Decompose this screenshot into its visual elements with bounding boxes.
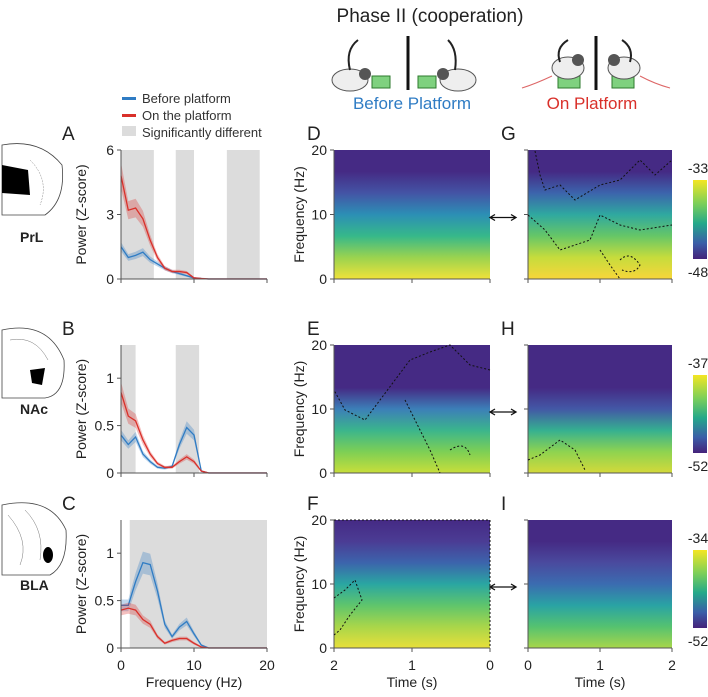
y-tick-label: 20 xyxy=(311,512,327,528)
x-tick-label: 0 xyxy=(524,657,532,673)
legend: Before platform On the platform Signific… xyxy=(122,91,262,140)
line-on xyxy=(120,392,267,474)
legend-label-before: Before platform xyxy=(142,91,231,106)
title-on-platform: On Platform xyxy=(547,94,638,113)
y-axis-label: Power (Z-score) xyxy=(73,164,89,264)
x-tick-label: 0 xyxy=(486,657,494,673)
double-arrow-icon xyxy=(488,408,518,416)
significance-contours xyxy=(333,150,673,648)
colorbar xyxy=(693,375,707,453)
brain-icon-bla xyxy=(1,502,67,576)
brain-icon-nac xyxy=(1,327,65,399)
y-tick-label: 10 xyxy=(311,401,327,417)
x-axis-label: Time (s) xyxy=(575,674,626,690)
y-tick-label: 20 xyxy=(311,142,327,158)
figure-title: Phase II (cooperation) xyxy=(337,6,524,27)
y-tick-label: 1 xyxy=(106,545,114,561)
colorbar-min-label: -48 xyxy=(688,264,708,280)
y-tick-label: 0 xyxy=(106,271,114,287)
panel-letter-G: G xyxy=(501,124,516,145)
panel-letter-H: H xyxy=(501,319,515,340)
y-tick-label: 20 xyxy=(311,337,327,353)
x-axis-label: Time (s) xyxy=(387,674,438,690)
panel-letter-A: A xyxy=(62,124,75,145)
title-before-platform: Before Platform xyxy=(353,94,471,113)
panel-letter-C: C xyxy=(62,494,76,515)
x-tick-label: 2 xyxy=(668,657,676,673)
y-axis-label: Power (Z-score) xyxy=(73,359,89,459)
panel-letter-D: D xyxy=(307,124,321,145)
y-tick-label: 3 xyxy=(106,207,114,223)
colorbar xyxy=(693,180,707,259)
significance-band xyxy=(175,345,200,473)
region-label-nac: NAc xyxy=(20,401,48,417)
x-tick-label: 10 xyxy=(186,657,202,673)
y-tick-label: 0 xyxy=(106,640,114,656)
x-tick-label: 20 xyxy=(259,657,275,673)
double-arrow-icon xyxy=(488,213,518,222)
significance-band xyxy=(129,520,267,648)
region-label-prl: PrL xyxy=(20,229,44,245)
y-axis-label: Frequency (Hz) xyxy=(291,361,307,457)
brain-icon-prl xyxy=(1,143,64,216)
y-tick-label: 0 xyxy=(106,465,114,481)
colorbar-max-label: -33 xyxy=(688,160,708,176)
y-axis-label: Frequency (Hz) xyxy=(291,166,307,262)
legend-swatch-on xyxy=(122,114,136,117)
y-tick-label: 0.5 xyxy=(95,593,115,609)
x-tick-label: 2 xyxy=(330,657,338,673)
y-tick-label: 0.5 xyxy=(95,418,115,434)
y-tick-label: 1 xyxy=(106,370,114,386)
y-tick-label: 0 xyxy=(319,640,327,656)
colorbar-max-label: -34 xyxy=(688,530,708,546)
x-axis-label: Frequency (Hz) xyxy=(146,674,242,690)
panel-letter-E: E xyxy=(307,319,320,340)
double-arrow-icon xyxy=(488,583,518,591)
legend-label-on: On the platform xyxy=(142,108,232,123)
y-tick-label: 0 xyxy=(319,271,327,287)
y-axis-label: Power (Z-score) xyxy=(73,534,89,634)
heatmap-I xyxy=(528,520,672,648)
x-tick-label: 1 xyxy=(596,657,604,673)
y-tick-label: 0 xyxy=(319,465,327,481)
region-label-bla: BLA xyxy=(20,577,49,593)
y-tick-label: 6 xyxy=(106,142,114,158)
rats-on-illustration xyxy=(521,36,671,90)
legend-swatch-before xyxy=(122,97,136,100)
legend-label-sig: Significantly different xyxy=(142,125,262,140)
sem-band-before xyxy=(121,421,267,473)
heatmap-H xyxy=(528,345,672,473)
rats-before-illustration xyxy=(331,36,477,92)
panel-letter-F: F xyxy=(307,494,319,515)
panel-letter-B: B xyxy=(62,319,75,340)
heatmap-F xyxy=(334,520,490,648)
legend-swatch-sig xyxy=(122,126,136,136)
colorbar-min-label: -52 xyxy=(688,633,708,649)
y-tick-label: 10 xyxy=(311,207,327,223)
colorbar xyxy=(693,550,707,628)
significance-band xyxy=(226,150,260,279)
significance-band xyxy=(175,150,194,279)
colorbar-min-label: -52 xyxy=(688,458,708,474)
heatmap-G xyxy=(528,150,672,279)
x-tick-label: 1 xyxy=(408,657,416,673)
y-tick-label: 10 xyxy=(311,576,327,592)
sem-band-before xyxy=(121,242,267,279)
y-axis-label: Frequency (Hz) xyxy=(291,536,307,632)
x-tick-label: 0 xyxy=(117,657,125,673)
heatmap-E xyxy=(334,345,490,473)
heatmap-D xyxy=(334,150,490,279)
colorbar-max-label: -37 xyxy=(688,355,708,371)
panel-letter-I: I xyxy=(501,494,506,515)
